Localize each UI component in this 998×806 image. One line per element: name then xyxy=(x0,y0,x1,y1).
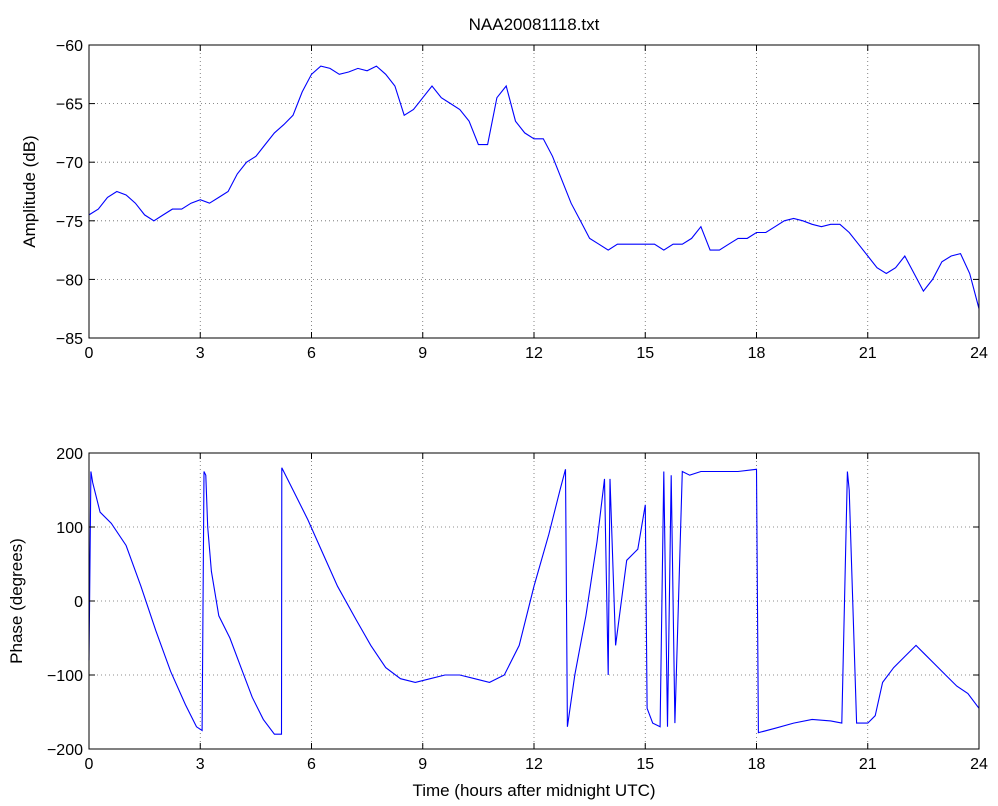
phase-y-tick-label: −200 xyxy=(47,742,83,759)
amplitude-y-tick-label: −60 xyxy=(56,38,83,55)
amplitude-x-tick-label: 15 xyxy=(636,345,654,362)
x-axis-label: Time (hours after midnight UTC) xyxy=(412,781,655,800)
phase-x-tick-label: 18 xyxy=(748,756,766,773)
phase-x-tick-label: 21 xyxy=(859,756,877,773)
amplitude-y-tick-label: −85 xyxy=(56,331,83,348)
amplitude-x-tick-label: 24 xyxy=(970,345,988,362)
phase-series xyxy=(88,467,980,735)
amplitude-y-tick-label: −75 xyxy=(56,214,83,231)
phase-x-tick-label: 9 xyxy=(418,756,427,773)
amplitude-x-tick-label: 21 xyxy=(859,345,877,362)
phase-y-tick-label: 100 xyxy=(56,520,83,537)
phase-y-tick-label: 200 xyxy=(56,446,83,463)
phase-series-line xyxy=(88,467,980,735)
amplitude-series xyxy=(88,65,980,309)
phase-x-tick-label: 3 xyxy=(196,756,205,773)
chart-title: NAA20081118.txt xyxy=(469,15,600,34)
amplitude-ticks: 0 3 6 9 12 15 18 21 24 −60 −65 −70 −75 −80 −85 xyxy=(56,38,988,362)
amplitude-y-tick-label: −80 xyxy=(56,272,83,289)
amplitude-y-axis-label: Amplitude (dB) xyxy=(20,135,39,247)
phase-y-tick-label: 0 xyxy=(74,594,83,611)
phase-subplot: 0 3 6 9 12 15 18 21 24 200 100 0 −100 −200 Phase (deg… xyxy=(7,446,988,800)
amplitude-series-line xyxy=(88,65,980,309)
phase-y-tick-label: −100 xyxy=(47,668,83,685)
phase-x-tick-label: 12 xyxy=(525,756,543,773)
amplitude-subplot: NAA20081118.txt 0 3 6 9 12 15 18 21 24 −60 −65 −70 −… xyxy=(20,15,988,362)
phase-x-tick-label: 24 xyxy=(970,756,988,773)
phase-ticks: 0 3 6 9 12 15 18 21 24 200 100 0 −100 −200 xyxy=(47,446,988,773)
amplitude-axes-frame xyxy=(88,44,980,339)
amplitude-x-tick-label: 3 xyxy=(196,345,205,362)
amplitude-gridlines xyxy=(89,45,979,338)
phase-x-tick-label: 15 xyxy=(636,756,654,773)
phase-y-axis-label: Phase (degrees) xyxy=(7,538,26,664)
amplitude-x-tick-label: 18 xyxy=(748,345,766,362)
amplitude-y-tick-label: −70 xyxy=(56,155,83,172)
amplitude-x-tick-label: 9 xyxy=(418,345,427,362)
phase-x-tick-label: 6 xyxy=(307,756,316,773)
amplitude-x-tick-label: 6 xyxy=(307,345,316,362)
amplitude-x-tick-label: 0 xyxy=(85,345,94,362)
amplitude-y-tick-label: −65 xyxy=(56,97,83,114)
phase-gridlines xyxy=(89,453,979,749)
phase-axes-frame xyxy=(88,452,980,750)
amplitude-x-tick-label: 12 xyxy=(525,345,543,362)
phase-x-tick-label: 0 xyxy=(85,756,94,773)
